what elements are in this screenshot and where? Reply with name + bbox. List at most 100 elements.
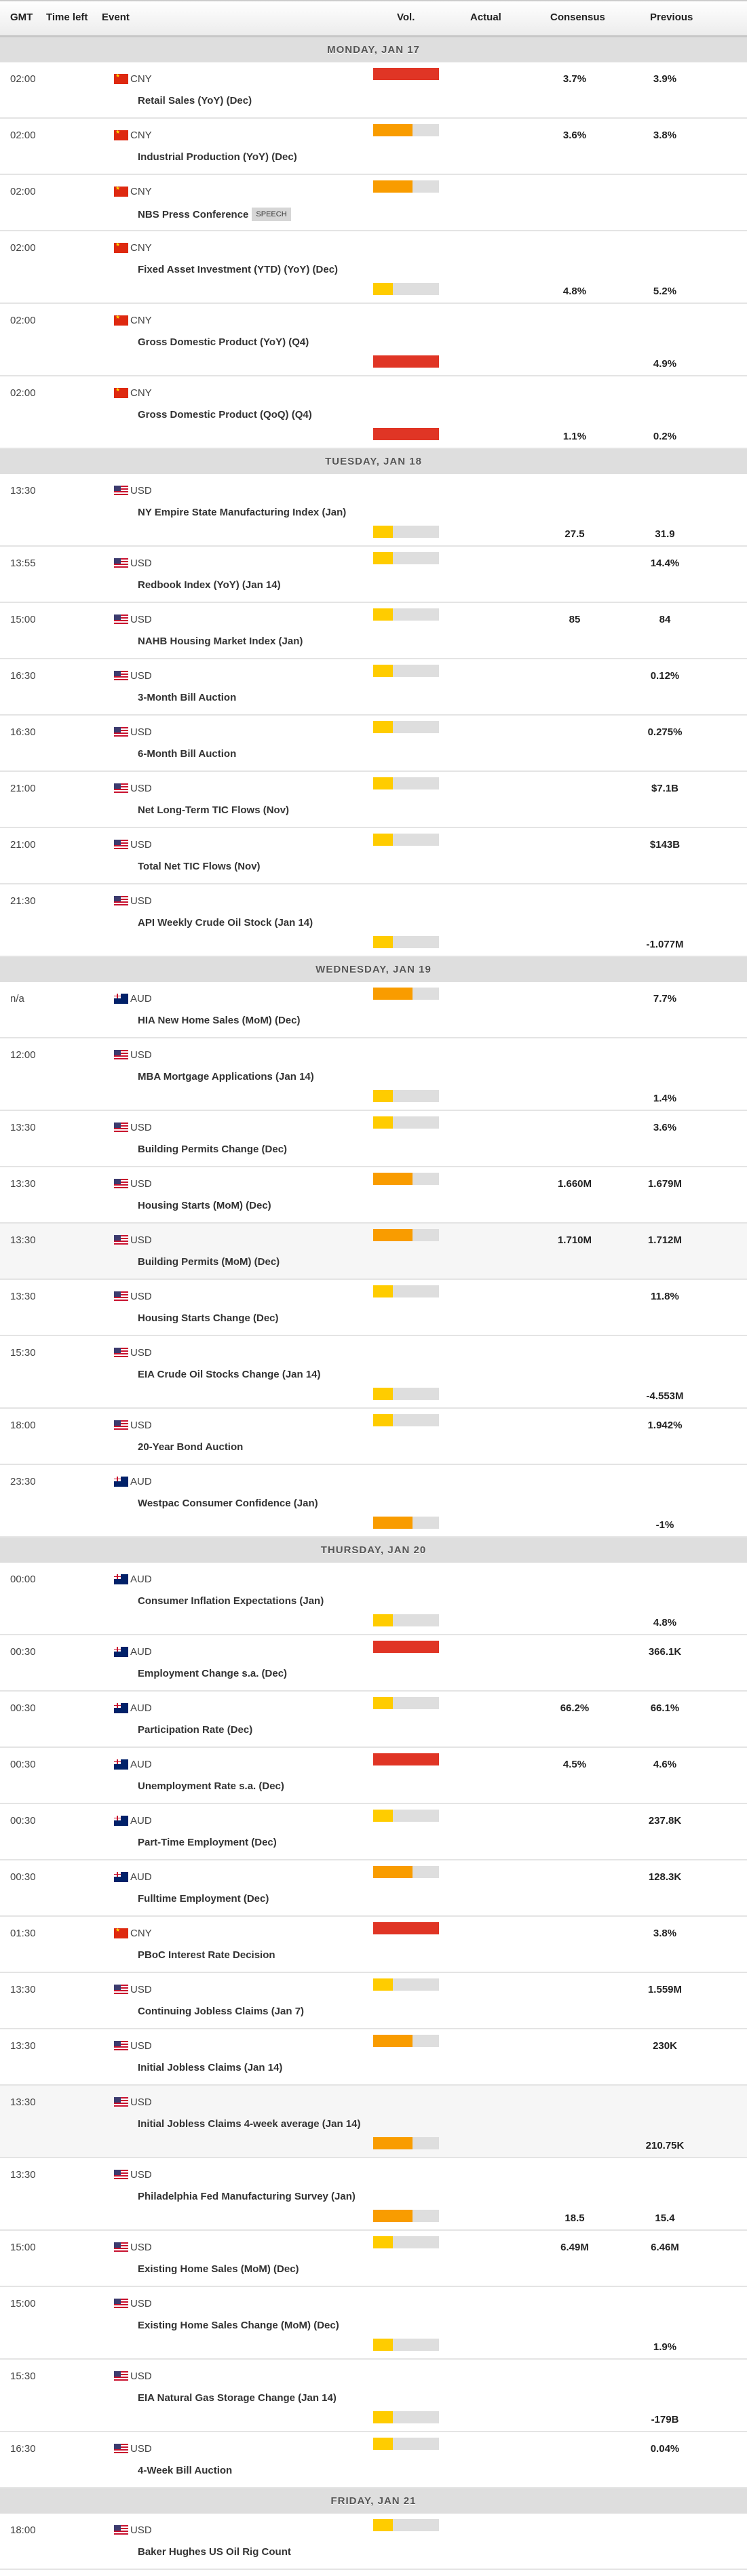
- event-row[interactable]: 21:00 USD Net Long-Term TIC Flows (Nov) $7.…: [0, 772, 747, 828]
- event-title[interactable]: Part-Time Employment (Dec): [138, 1837, 277, 1848]
- event-title[interactable]: Fulltime Employment (Dec): [138, 1893, 269, 1905]
- col-event[interactable]: Event: [102, 12, 130, 23]
- col-actual[interactable]: Actual: [470, 12, 501, 23]
- event-time: 15:30: [10, 1347, 36, 1359]
- event-title[interactable]: HIA New Home Sales (MoM) (Dec): [138, 1015, 301, 1026]
- event-row[interactable]: 01:30 CNY PBoC Interest Rate Decision 3.8%: [0, 1917, 747, 1973]
- volatility-bar: [373, 2519, 439, 2531]
- event-row[interactable]: 13:30 USD Initial Jobless Claims (Jan 14) 2…: [0, 2029, 747, 2086]
- event-title[interactable]: EIA Natural Gas Storage Change (Jan 14): [138, 2392, 337, 2404]
- event-row[interactable]: 16:30 USD 3-Month Bill Auction 0.12%: [0, 659, 747, 716]
- event-title[interactable]: Initial Jobless Claims 4-week average (J…: [138, 2118, 361, 2130]
- event-row[interactable]: 18:00 USD Baker Hughes US Oil Rig Count: [0, 2514, 747, 2570]
- volatility-fill-medium: [373, 1229, 413, 1241]
- event-title[interactable]: 6-Month Bill Auction: [138, 748, 237, 760]
- event-title[interactable]: Existing Home Sales (MoM) (Dec): [138, 2263, 299, 2275]
- event-row[interactable]: 16:30 USD 6-Month Bill Auction 0.275%: [0, 716, 747, 772]
- event-row[interactable]: 13:30 USD Housing Starts (MoM) (Dec) 1.660M…: [0, 1167, 747, 1224]
- event-row[interactable]: 21:00 USD Total Net TIC Flows (Nov) $143B: [0, 828, 747, 884]
- event-row[interactable]: 13:30 USD Building Permits Change (Dec) 3.6…: [0, 1111, 747, 1167]
- event-title[interactable]: Redbook Index (YoY) (Jan 14): [138, 579, 281, 591]
- event-title[interactable]: Existing Home Sales Change (MoM) (Dec): [138, 2320, 339, 2331]
- currency-code: USD: [130, 1291, 152, 1302]
- aud-flag-icon: [114, 1816, 128, 1826]
- event-row[interactable]: 00:30 AUD Fulltime Employment (Dec) 128.3K: [0, 1860, 747, 1917]
- event-title[interactable]: 3-Month Bill Auction: [138, 692, 237, 703]
- event-title[interactable]: Westpac Consumer Confidence (Jan): [138, 1498, 318, 1509]
- event-row[interactable]: 13:30 USD Initial Jobless Claims 4-week av…: [0, 2086, 747, 2158]
- event-row[interactable]: 00:30 AUD Unemployment Rate s.a. (Dec) 4.5%…: [0, 1748, 747, 1804]
- volatility-fill-low: [373, 834, 394, 846]
- event-title[interactable]: Consumer Inflation Expectations (Jan): [138, 1595, 324, 1607]
- previous-value: -179B: [651, 2414, 679, 2425]
- event-title[interactable]: Industrial Production (YoY) (Dec): [138, 151, 297, 163]
- col-gmt[interactable]: GMT: [10, 12, 33, 23]
- event-row[interactable]: 12:00 USD MBA Mortgage Applications (Jan 1…: [0, 1038, 747, 1111]
- event-title[interactable]: NBS Press Conference: [138, 208, 249, 220]
- event-row[interactable]: 18:00 USD 20-Year Bond Auction 1.942%: [0, 1409, 747, 1465]
- event-title[interactable]: Housing Starts (MoM) (Dec): [138, 1200, 271, 1211]
- currency: USD: [114, 2242, 152, 2253]
- event-row[interactable]: 15:30 USD EIA Crude Oil Stocks Change (Jan…: [0, 1336, 747, 1409]
- event-title[interactable]: Philadelphia Fed Manufacturing Survey (J…: [138, 2191, 356, 2202]
- event-row[interactable]: 02:00 CNY Gross Domestic Product (QoQ) (Q4…: [0, 376, 747, 449]
- volatility-bar: [373, 283, 439, 295]
- event-row[interactable]: 13:30 USD NY Empire State Manufacturing In…: [0, 474, 747, 547]
- event-title[interactable]: Retail Sales (YoY) (Dec): [138, 95, 252, 106]
- volatility-bar: [373, 2035, 439, 2047]
- event-title[interactable]: Baker Hughes US Oil Rig Count: [138, 2546, 291, 2558]
- col-previous[interactable]: Previous: [650, 12, 693, 23]
- event-row[interactable]: 15:00 USD NAHB Housing Market Index (Jan) 8…: [0, 603, 747, 659]
- event-row[interactable]: 02:00 CNY Gross Domestic Product (YoY) (Q4…: [0, 304, 747, 376]
- event-row[interactable]: 00:00 AUD Consumer Inflation Expectations …: [0, 1563, 747, 1635]
- event-row[interactable]: 00:30 AUD Participation Rate (Dec) 66.2% 66.…: [0, 1692, 747, 1748]
- col-time-left[interactable]: Time left: [46, 12, 88, 23]
- volatility-bar: [373, 1978, 439, 1991]
- event-title[interactable]: Initial Jobless Claims (Jan 14): [138, 2062, 283, 2073]
- currency: USD: [114, 839, 152, 851]
- currency: USD: [114, 2443, 152, 2455]
- event-row[interactable]: 15:30 USD EIA Natural Gas Storage Change (…: [0, 2360, 747, 2432]
- event-row[interactable]: 23:30 AUD Westpac Consumer Confidence (Jan…: [0, 1465, 747, 1538]
- event-row[interactable]: 02:00 CNY Fixed Asset Investment (YTD) (Yo…: [0, 231, 747, 304]
- event-row[interactable]: 13:30 USD Philadelphia Fed Manufacturing S…: [0, 2158, 747, 2231]
- event-title[interactable]: MBA Mortgage Applications (Jan 14): [138, 1071, 314, 1082]
- event-title[interactable]: NAHB Housing Market Index (Jan): [138, 636, 303, 647]
- event-title[interactable]: Building Permits Change (Dec): [138, 1144, 288, 1155]
- event-title[interactable]: API Weekly Crude Oil Stock (Jan 14): [138, 917, 313, 929]
- event-title[interactable]: Continuing Jobless Claims (Jan 7): [138, 2006, 305, 2017]
- event-row[interactable]: 15:00 USD Existing Home Sales (MoM) (Dec) 6…: [0, 2231, 747, 2287]
- event-row[interactable]: 02:00 CNY Industrial Production (YoY) (Dec…: [0, 119, 747, 175]
- event-title[interactable]: PBoC Interest Rate Decision: [138, 1949, 275, 1961]
- event-row[interactable]: 02:00 CNY Retail Sales (YoY) (Dec) 3.7% 3.9%: [0, 62, 747, 119]
- col-vol[interactable]: Vol.: [397, 12, 415, 23]
- event-title[interactable]: Participation Rate (Dec): [138, 1724, 253, 1736]
- event-title[interactable]: 20-Year Bond Auction: [138, 1441, 244, 1453]
- event-row[interactable]: 13:30 USD Building Permits (MoM) (Dec) 1.71…: [0, 1224, 747, 1280]
- event-title[interactable]: Fixed Asset Investment (YTD) (YoY) (Dec): [138, 264, 339, 275]
- event-title[interactable]: Gross Domestic Product (YoY) (Q4): [138, 336, 309, 348]
- event-row[interactable]: 13:55 USD Redbook Index (YoY) (Jan 14) 14.4…: [0, 547, 747, 603]
- event-title[interactable]: 4-Week Bill Auction: [138, 2465, 233, 2476]
- currency: USD: [114, 1049, 152, 1061]
- event-title[interactable]: Building Permits (MoM) (Dec): [138, 1256, 280, 1268]
- event-row[interactable]: 00:30 AUD Part-Time Employment (Dec) 237.8K: [0, 1804, 747, 1860]
- event-row[interactable]: 16:30 USD 4-Week Bill Auction 0.04%: [0, 2432, 747, 2489]
- event-title[interactable]: Unemployment Rate s.a. (Dec): [138, 1780, 284, 1792]
- event-row[interactable]: n/a AUD HIA New Home Sales (MoM) (Dec) 7.7%: [0, 982, 747, 1038]
- event-title[interactable]: Total Net TIC Flows (Nov): [138, 861, 261, 872]
- event-name: Westpac Consumer Confidence (Jan): [138, 1498, 318, 1509]
- event-title[interactable]: Housing Starts Change (Dec): [138, 1312, 279, 1324]
- event-title[interactable]: Gross Domestic Product (QoQ) (Q4): [138, 409, 312, 421]
- event-row[interactable]: 15:00 USD Existing Home Sales Change (MoM)…: [0, 2287, 747, 2360]
- event-row[interactable]: 13:30 USD Continuing Jobless Claims (Jan 7…: [0, 1973, 747, 2029]
- event-row[interactable]: 00:30 AUD Employment Change s.a. (Dec) 366.…: [0, 1635, 747, 1692]
- event-title[interactable]: Net Long-Term TIC Flows (Nov): [138, 804, 290, 816]
- event-title[interactable]: NY Empire State Manufacturing Index (Jan…: [138, 507, 347, 518]
- event-row[interactable]: 21:30 USD API Weekly Crude Oil Stock (Jan …: [0, 884, 747, 957]
- event-title[interactable]: EIA Crude Oil Stocks Change (Jan 14): [138, 1369, 321, 1380]
- event-title[interactable]: Employment Change s.a. (Dec): [138, 1668, 288, 1679]
- col-consensus[interactable]: Consensus: [550, 12, 605, 23]
- event-row[interactable]: 13:30 USD Housing Starts Change (Dec) 11.8%: [0, 1280, 747, 1336]
